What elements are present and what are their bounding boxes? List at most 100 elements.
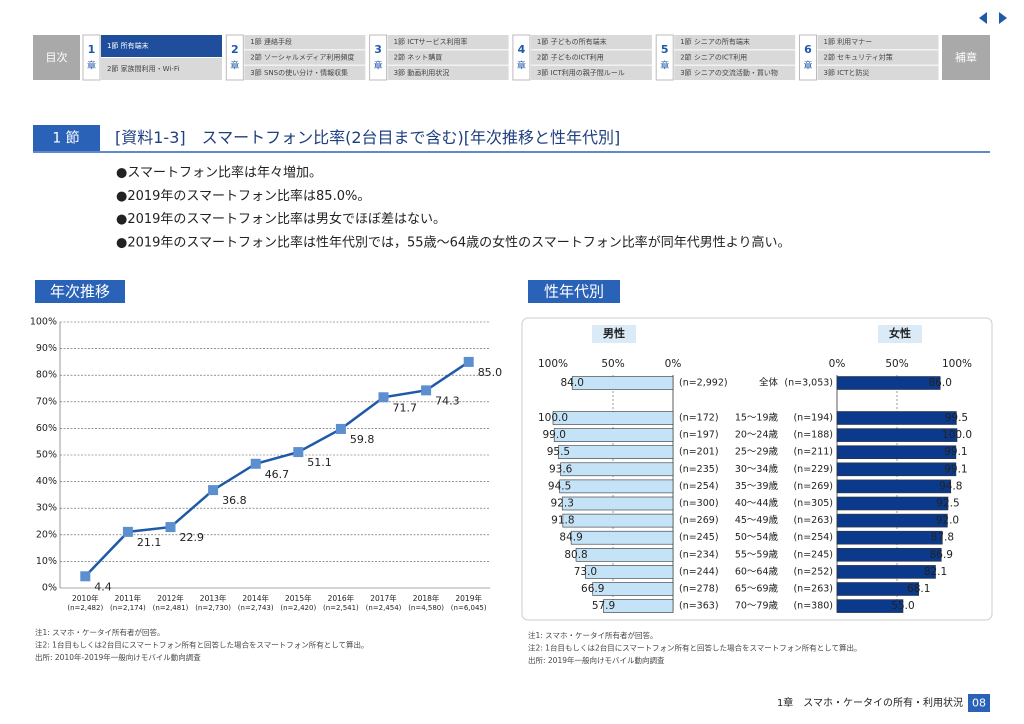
chapter-number[interactable]: 6 (804, 43, 812, 56)
y-tick-label: 10% (36, 556, 57, 567)
section-link[interactable]: 1節 シニアの所有端末 (680, 37, 750, 46)
chapter-number-box[interactable] (799, 34, 817, 81)
value-label: 21.1 (137, 536, 162, 549)
x-tick-label: 0% (665, 358, 682, 370)
section-box[interactable] (674, 35, 796, 50)
bar (836, 376, 941, 390)
chapter-number[interactable]: 4 (518, 43, 526, 56)
section-link[interactable]: 1節 所有端末 (107, 41, 149, 50)
section-box[interactable] (244, 35, 366, 50)
x-tick-note: (n=2,541) (323, 604, 359, 612)
section-link[interactable]: 2節 シニアのICT利用 (680, 53, 747, 62)
section-link[interactable]: 3節 シニアの交流活動・買い物 (680, 68, 778, 77)
section-link[interactable]: 3節 ICTと防災 (824, 68, 870, 77)
value-label: 85.0 (478, 366, 503, 379)
section-box[interactable] (387, 50, 509, 65)
appendix-label[interactable]: 補章 (955, 50, 977, 64)
section-box[interactable] (530, 50, 652, 65)
value-label: 55.0 (891, 600, 914, 612)
bar (836, 445, 957, 460)
chapter-number-box[interactable] (82, 34, 101, 81)
bar (836, 565, 936, 579)
chapter-suffix[interactable]: 章 (517, 60, 526, 72)
section-box[interactable] (244, 65, 366, 80)
section-link[interactable]: 2節 家族間利用・Wi-Fi (107, 64, 179, 73)
section-link[interactable]: 2節 子どものICT利用 (537, 53, 604, 62)
chapter-number[interactable]: 2 (231, 43, 239, 56)
category-label: 70～79歳 (735, 600, 779, 612)
chapter-suffix[interactable]: 章 (374, 60, 383, 72)
n-label: (n=194) (793, 413, 833, 424)
panel-label: 年次推移 (50, 283, 110, 301)
value-label: 80.8 (564, 549, 587, 561)
section-box[interactable] (674, 50, 796, 65)
chapter-suffix[interactable]: 章 (87, 60, 96, 72)
bar (575, 547, 674, 562)
appendix-box[interactable] (942, 35, 990, 80)
category-label: 25～29歳 (735, 446, 779, 458)
next-arrow[interactable] (999, 12, 1007, 24)
value-label: 86.0 (929, 377, 952, 389)
section-link[interactable]: 1節 連絡手段 (250, 37, 292, 46)
x-tick-label: 2015年 (285, 593, 312, 603)
x-tick-label: 50% (885, 358, 908, 370)
section-box[interactable] (101, 35, 222, 57)
section-link[interactable]: 1節 利用マナー (824, 37, 873, 46)
x-tick-label: 2010年 (72, 593, 99, 603)
bar (836, 530, 943, 545)
chapter-suffix[interactable]: 章 (230, 60, 239, 72)
section-link[interactable]: 1節 子どもの所有端末 (537, 37, 607, 46)
toc-label[interactable]: 目次 (46, 50, 68, 64)
legend-label: 女性 (889, 326, 911, 340)
toc-box[interactable] (33, 35, 80, 80)
bullet: ●2019年のスマートフォン比率は性年代別では，55歳～64歳の女性のスマートフ… (116, 234, 790, 250)
chapter-number[interactable]: 5 (661, 43, 669, 56)
x-tick-label: 0% (829, 358, 846, 370)
y-tick-label: 0% (42, 583, 57, 594)
value-label: 87.8 (931, 532, 954, 544)
section-link[interactable]: 2節 ネット購買 (394, 53, 443, 62)
section-box[interactable] (817, 50, 939, 65)
category-label: 45～49歳 (735, 514, 779, 526)
value-label: 86.9 (930, 549, 953, 561)
section-link[interactable]: 3節 ICT利用の親子間ルール (537, 68, 625, 77)
x-tick-label: 100% (538, 358, 568, 370)
page-title: [資料1-3] スマートフォン比率(2台目まで含む)[年次推移と性年代別] (115, 128, 620, 147)
bar (836, 411, 957, 425)
chapter-number-box[interactable] (512, 34, 531, 81)
y-tick-label: 80% (36, 370, 57, 381)
chapter-number[interactable]: 3 (374, 43, 382, 56)
chapter-number-box[interactable] (655, 34, 674, 81)
legend-box (592, 325, 636, 343)
value-label: 94.5 (548, 480, 571, 492)
data-line (84, 360, 470, 578)
n-label: (n=269) (679, 515, 719, 526)
chapter-suffix[interactable]: 章 (803, 60, 812, 72)
section-link[interactable]: 1節 ICTサービス利用率 (394, 37, 468, 46)
section-box[interactable] (817, 35, 939, 50)
chapter-number-box[interactable] (225, 34, 244, 81)
section-link[interactable]: 2節 セキュリティ対策 (824, 53, 893, 62)
value-label: 74.3 (435, 394, 460, 407)
x-tick-note: (n=2,743) (238, 604, 274, 612)
section-box[interactable] (674, 65, 796, 80)
section-box[interactable] (530, 35, 652, 50)
section-box[interactable] (387, 65, 509, 80)
section-box[interactable] (530, 65, 652, 80)
section-box[interactable] (817, 65, 939, 80)
value-label: 93.6 (549, 463, 573, 475)
data-point (378, 392, 389, 403)
section-box[interactable] (244, 50, 366, 65)
value-label: 68.1 (907, 583, 930, 595)
chapter-number[interactable]: 1 (88, 43, 96, 56)
section-link[interactable]: 3節 SNSの使い分け・情報収集 (250, 68, 348, 77)
prev-arrow[interactable] (979, 12, 987, 24)
section-link[interactable]: 3節 動画利用状況 (394, 68, 450, 77)
n-label: (n=234) (679, 549, 719, 560)
section-link[interactable]: 2節 ソーシャルメディア利用頻度 (250, 53, 354, 62)
chapter-suffix[interactable]: 章 (660, 60, 669, 72)
section-box[interactable] (387, 35, 509, 50)
chapter-number-box[interactable] (369, 34, 388, 81)
data-point (208, 485, 219, 496)
section-box[interactable] (101, 58, 222, 80)
